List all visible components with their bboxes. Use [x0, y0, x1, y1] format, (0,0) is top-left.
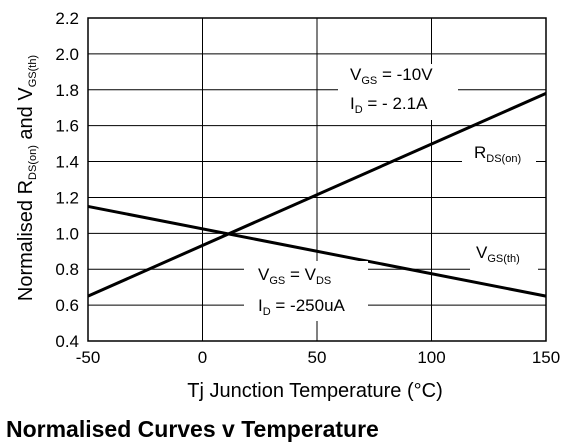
label-knockout	[462, 139, 536, 173]
y-axis-label: Normalised RDS(on) and VGS(th)	[15, 55, 39, 301]
x-tick-label: 50	[308, 348, 327, 367]
y-tick-label: 2.2	[55, 9, 79, 28]
y-tick-label: 1.4	[55, 153, 79, 172]
y-tick-label: 1.0	[55, 224, 79, 243]
x-tick-labels: -50 0 50 100 150	[76, 348, 560, 367]
x-tick-label: 100	[417, 348, 445, 367]
vgs-condition-vgs: VGS = VDS	[258, 265, 331, 287]
series-label-1: VGS(th)	[476, 243, 520, 265]
x-tick-label: 150	[532, 348, 560, 367]
y-tick-label: 2.0	[55, 45, 79, 64]
x-axis-label: Tj Junction Temperature (°C)	[187, 380, 443, 402]
y-tick-label: 0.4	[55, 332, 79, 351]
y-tick-label: 1.6	[55, 117, 79, 136]
grid	[87, 17, 547, 342]
series-line-1	[87, 204, 547, 298]
series-label-0: RDS(on)	[474, 143, 521, 165]
label-knockout	[244, 261, 368, 321]
chart-title: Normalised Curves v Temperature	[6, 416, 379, 442]
series-line-0	[87, 91, 547, 298]
rds-condition-vgs: VGS = -10V	[350, 65, 433, 87]
label-knockout	[338, 64, 458, 120]
label-knockout	[470, 240, 538, 274]
rds-condition-id: ID = - 2.1A	[350, 94, 428, 116]
annotations: VGS = -10V ID = - 2.1A VGS = VDS ID = -250u…	[258, 65, 521, 318]
y-tick-label: 0.8	[55, 260, 79, 279]
y-tick-label: 1.8	[55, 81, 79, 100]
y-tick-label: 1.2	[55, 188, 79, 207]
x-tick-label: -50	[76, 348, 101, 367]
y-tick-label: 0.6	[55, 296, 79, 315]
x-tick-label: 0	[198, 348, 207, 367]
label-backgrounds	[244, 64, 538, 321]
vgs-condition-id: ID = -250uA	[258, 296, 346, 318]
plot-frame	[87, 17, 547, 342]
y-tick-labels: 0.4 0.6 0.8 1.0 1.2 1.4 1.6 1.8 2.0 2.2	[55, 9, 79, 351]
series-lines	[87, 91, 547, 298]
